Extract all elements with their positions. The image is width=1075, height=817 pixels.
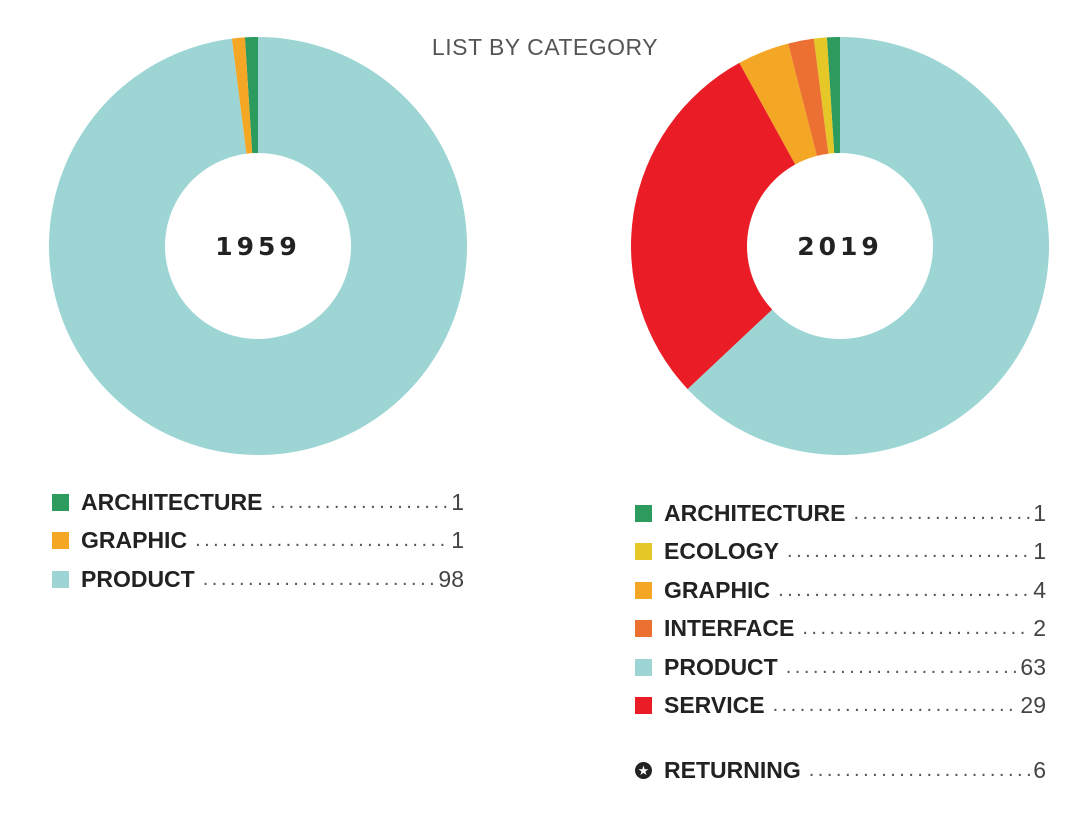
slice-product (49, 36, 467, 455)
legend-label: GRAPHIC (664, 576, 771, 603)
legend-value: 1 (1033, 538, 1046, 565)
legend-value: 1 (1033, 499, 1046, 526)
slice-graphic (231, 37, 253, 154)
legend-label: PRODUCT (81, 565, 195, 592)
legend-value: 29 (1020, 692, 1046, 719)
legend-swatch (52, 570, 69, 588)
legend-1959: ARCHITECTURE ...........................… (52, 483, 464, 599)
slice-architecture (244, 37, 258, 154)
slice-graphic (739, 43, 817, 165)
chart-title: LIST BY CATEGORY (431, 34, 659, 60)
leader-dots: ........................................… (787, 540, 1031, 563)
star-icon: ★ (635, 761, 652, 779)
legend-value: 4 (1033, 576, 1046, 603)
legend-swatch (52, 493, 69, 511)
legend-swatch (635, 697, 652, 715)
legend-swatch (52, 532, 69, 550)
legend-swatch (635, 620, 652, 638)
legend-swatch (635, 581, 652, 599)
legend-label: SERVICE (664, 692, 765, 719)
legend-value: 1 (451, 488, 464, 515)
leader-dots: ........................................… (778, 578, 1030, 601)
legend-swatch (635, 504, 652, 522)
slice-service (631, 62, 796, 390)
donut-chart-2019: 2019 (631, 37, 1049, 455)
legend-value: 63 (1020, 653, 1046, 680)
legend-item-returning: ★ RETURNING ............................… (635, 751, 1046, 790)
slice-ecology (813, 37, 835, 154)
leader-dots: ........................................… (808, 758, 1030, 781)
legend-item-product: PRODUCT ................................… (52, 560, 464, 599)
leader-dots: ........................................… (270, 490, 449, 513)
legend-label: PRODUCT (664, 653, 778, 680)
legend-value: 2 (1033, 615, 1046, 642)
leader-dots: ........................................… (772, 694, 1018, 717)
legend-label: ARCHITECTURE (664, 499, 846, 526)
legend-item-architecture: ARCHITECTURE ...........................… (635, 494, 1046, 533)
legend-label: ARCHITECTURE (81, 488, 263, 515)
center-label-2019: 2019 (797, 232, 883, 261)
legend-value: 98 (438, 565, 464, 592)
legend-label: RETURNING (664, 756, 801, 783)
legend-2019: ARCHITECTURE ...........................… (635, 494, 1046, 790)
center-label-1959: 1959 (215, 232, 301, 261)
legend-item-graphic: GRAPHIC ................................… (52, 522, 464, 561)
slice-product (687, 37, 1049, 455)
slice-architecture (826, 37, 840, 154)
legend-label: GRAPHIC (81, 527, 188, 554)
legend-value: 6 (1033, 756, 1046, 783)
legend-value: 1 (451, 527, 464, 554)
leader-dots: ........................................… (202, 567, 436, 590)
legend-item-product: PRODUCT ................................… (635, 648, 1046, 687)
leader-dots: ........................................… (785, 655, 1018, 678)
legend-item-service: SERVICE ................................… (635, 687, 1046, 726)
legend-item-ecology: ECOLOGY ................................… (635, 533, 1046, 572)
legend-swatch (635, 543, 652, 561)
leader-dots: ........................................… (195, 529, 449, 552)
legend-item-interface: INTERFACE ..............................… (635, 610, 1046, 649)
leader-dots: ........................................… (802, 617, 1030, 640)
slice-interface (788, 38, 829, 156)
donut-chart-1959: 1959 (49, 36, 467, 455)
legend-swatch (635, 658, 652, 676)
legend-label: ECOLOGY (664, 538, 780, 565)
legend-label: INTERFACE (664, 615, 795, 642)
legend-item-graphic: GRAPHIC ................................… (635, 571, 1046, 610)
leader-dots: ........................................… (853, 501, 1031, 524)
legend-item-architecture: ARCHITECTURE ...........................… (52, 483, 464, 522)
